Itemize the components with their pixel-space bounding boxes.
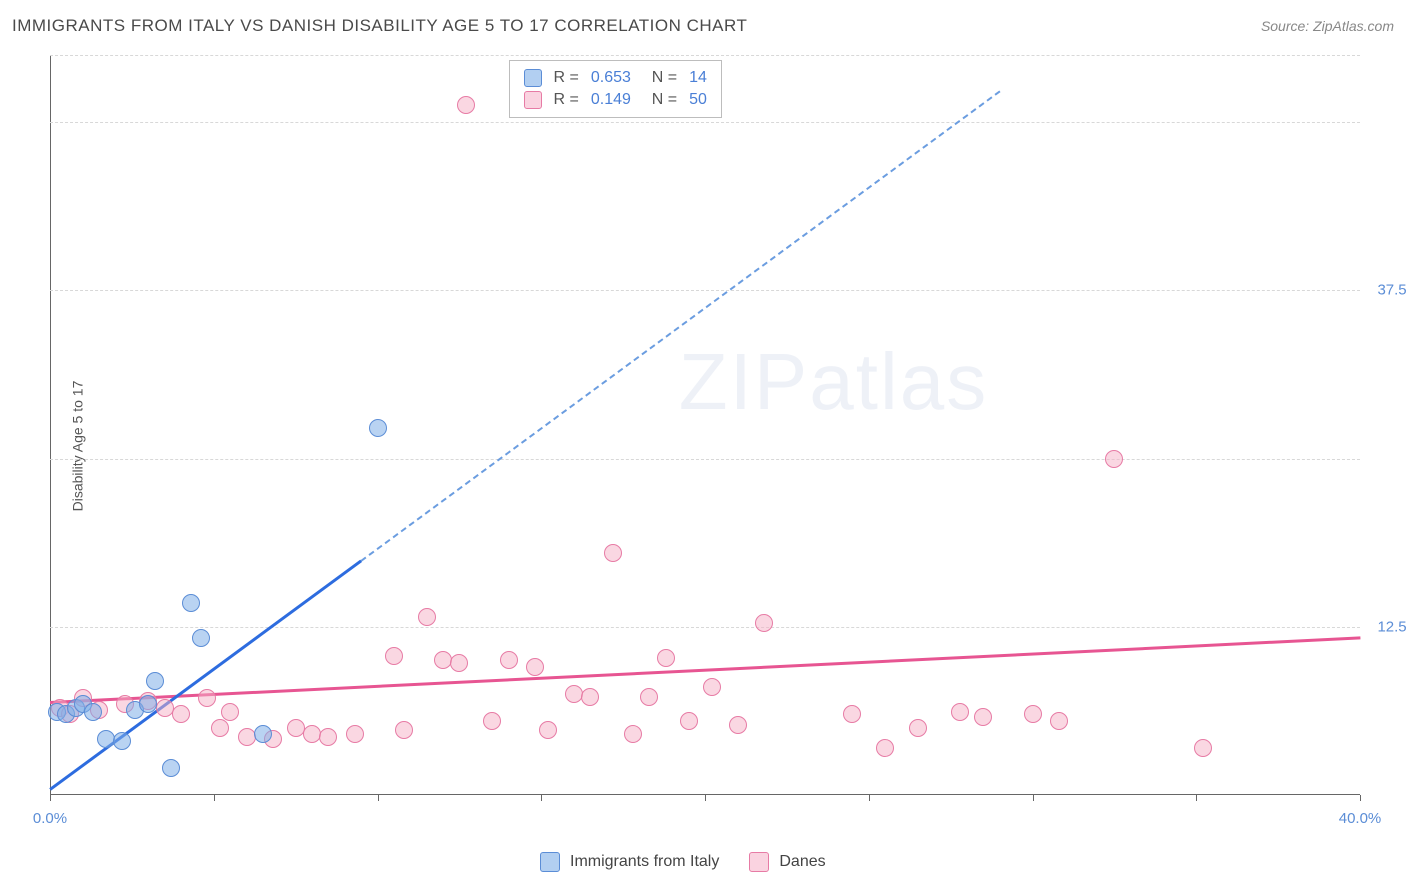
data-point: [909, 719, 927, 737]
data-point: [287, 719, 305, 737]
chart-source: Source: ZipAtlas.com: [1261, 18, 1394, 34]
legend-swatch: [524, 91, 542, 109]
data-point: [500, 651, 518, 669]
legend-label: Danes: [779, 853, 825, 871]
data-point: [951, 703, 969, 721]
data-point: [192, 629, 210, 647]
chart-header: IMMIGRANTS FROM ITALY VS DANISH DISABILI…: [12, 16, 1394, 36]
legend-r-label: R =: [554, 69, 579, 87]
data-point: [1105, 450, 1123, 468]
data-point: [385, 647, 403, 665]
data-point: [876, 739, 894, 757]
watermark: ZIPatlas: [679, 336, 988, 428]
trend-line: [49, 560, 362, 791]
data-point: [254, 725, 272, 743]
legend-label: Immigrants from Italy: [570, 853, 719, 871]
data-point: [211, 719, 229, 737]
data-point: [198, 689, 216, 707]
legend-bottom: Immigrants from Italy Danes: [540, 852, 826, 872]
legend-item: Immigrants from Italy: [540, 852, 719, 872]
data-point: [974, 708, 992, 726]
grid-line: [50, 627, 1360, 628]
scatter-chart: ZIPatlas 12.5%37.5%0.0%40.0%R =0.653 N =…: [50, 55, 1360, 795]
legend-n-value: 50: [689, 91, 707, 109]
x-tick-label: 40.0%: [1339, 810, 1382, 827]
x-tick-label: 0.0%: [33, 810, 67, 827]
data-point: [703, 678, 721, 696]
correlation-legend: R = 0.653 N = 14 R = 0.149 N = 50: [509, 60, 722, 118]
data-point: [238, 728, 256, 746]
data-point: [680, 712, 698, 730]
data-point: [395, 721, 413, 739]
data-point: [369, 419, 387, 437]
x-tick: [705, 795, 706, 801]
data-point: [657, 649, 675, 667]
data-point: [319, 728, 337, 746]
legend-row: R = 0.653 N = 14: [524, 67, 707, 89]
y-axis: [50, 55, 51, 795]
data-point: [604, 544, 622, 562]
data-point: [146, 672, 164, 690]
x-tick: [1360, 795, 1361, 801]
y-tick-label: 37.5%: [1377, 282, 1406, 299]
x-tick: [541, 795, 542, 801]
data-point: [303, 725, 321, 743]
grid-line: [50, 459, 1360, 460]
data-point: [729, 716, 747, 734]
legend-swatch: [524, 69, 542, 87]
legend-n-label: N =: [643, 91, 677, 109]
data-point: [565, 685, 583, 703]
y-tick-label: 12.5%: [1377, 618, 1406, 635]
data-point: [434, 651, 452, 669]
data-point: [457, 96, 475, 114]
data-point: [162, 759, 180, 777]
data-point: [139, 695, 157, 713]
data-point: [843, 705, 861, 723]
grid-line: [50, 55, 1360, 56]
legend-n-value: 14: [689, 69, 707, 87]
x-tick: [214, 795, 215, 801]
data-point: [172, 705, 190, 723]
legend-swatch: [540, 852, 560, 872]
legend-r-value: 0.149: [591, 91, 631, 109]
x-tick: [50, 795, 51, 801]
data-point: [1194, 739, 1212, 757]
data-point: [1050, 712, 1068, 730]
legend-r-value: 0.653: [591, 69, 631, 87]
x-tick: [378, 795, 379, 801]
data-point: [581, 688, 599, 706]
data-point: [182, 594, 200, 612]
chart-title: IMMIGRANTS FROM ITALY VS DANISH DISABILI…: [12, 16, 747, 36]
legend-swatch: [749, 852, 769, 872]
data-point: [156, 699, 174, 717]
data-point: [755, 614, 773, 632]
data-point: [526, 658, 544, 676]
data-point: [483, 712, 501, 730]
x-tick: [1196, 795, 1197, 801]
legend-r-label: R =: [554, 91, 579, 109]
data-point: [221, 703, 239, 721]
data-point: [84, 703, 102, 721]
data-point: [97, 730, 115, 748]
data-point: [1024, 705, 1042, 723]
x-tick: [869, 795, 870, 801]
legend-row: R = 0.149 N = 50: [524, 89, 707, 111]
x-tick: [1033, 795, 1034, 801]
trend-line: [361, 90, 1001, 561]
data-point: [640, 688, 658, 706]
legend-item: Danes: [749, 852, 825, 872]
grid-line: [50, 122, 1360, 123]
data-point: [418, 608, 436, 626]
data-point: [346, 725, 364, 743]
legend-n-label: N =: [643, 69, 677, 87]
data-point: [624, 725, 642, 743]
data-point: [113, 732, 131, 750]
grid-line: [50, 290, 1360, 291]
data-point: [450, 654, 468, 672]
data-point: [539, 721, 557, 739]
